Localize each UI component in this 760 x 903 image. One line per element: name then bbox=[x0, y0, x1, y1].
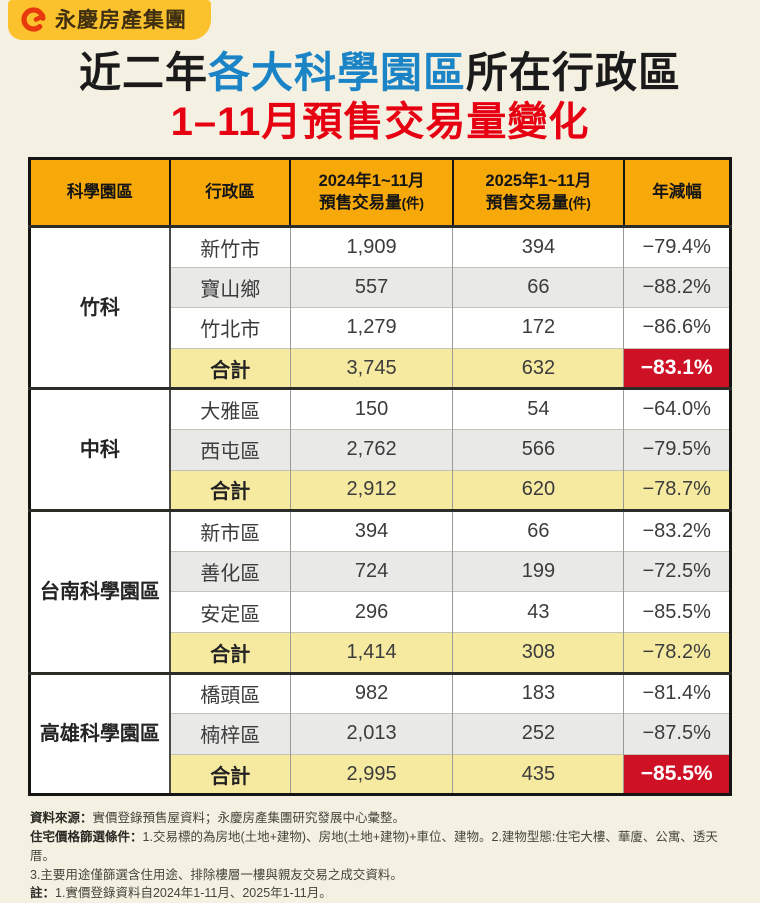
yoy-cell: −64.0% bbox=[623, 387, 731, 430]
brand-badge: 永慶房產集團 bbox=[8, 0, 211, 40]
total-label-cell: 合計 bbox=[169, 469, 291, 511]
value-2025-cell: 54 bbox=[452, 387, 624, 430]
value-2024-cell: 557 bbox=[289, 266, 453, 308]
value-2025-cell: 252 bbox=[452, 713, 624, 755]
data-row: 竹科 新竹市 1,909 394 −79.4% bbox=[28, 224, 731, 389]
total-label-cell: 合計 bbox=[169, 347, 291, 389]
district-cell: 新市區 bbox=[169, 509, 291, 552]
value-2025-cell: 172 bbox=[452, 307, 624, 349]
value-2025-cell: 183 bbox=[452, 671, 624, 714]
yoy-cell: −78.7% bbox=[623, 469, 731, 511]
header-cell: 年減幅 bbox=[622, 157, 732, 228]
header-cell: 行政區 bbox=[168, 157, 292, 228]
yoy-cell: −87.5% bbox=[623, 713, 731, 755]
total-row: 合計 2,995 435 −85.5% bbox=[30, 753, 731, 795]
data-row: 寶山鄉 557 66 −88.2% bbox=[30, 266, 731, 308]
title-block: 近二年各大科學園區所在行政區 1–11月預售交易量變化 bbox=[0, 0, 760, 144]
data-row: 高雄科學園區 橋頭區 982 183 −81.4% bbox=[28, 671, 731, 795]
yoy-cell: −79.5% bbox=[623, 428, 731, 471]
note-line: 註：1.實價登錄資料自2024年1-11月、2025年1-11月。 bbox=[30, 886, 332, 901]
park-cell: 高雄科學園區 bbox=[28, 671, 171, 795]
data-row: 竹北市 1,279 172 −86.6% bbox=[30, 307, 731, 349]
data-row: 楠梓區 2,013 252 −87.5% bbox=[30, 713, 731, 755]
page-title: 近二年各大科學園區所在行政區 bbox=[0, 52, 760, 94]
title-suffix: 所在行政區 bbox=[466, 49, 682, 96]
value-2024-cell: 3,745 bbox=[289, 347, 453, 389]
data-row: 西屯區 2,762 566 −79.5% bbox=[30, 428, 731, 471]
data-row: 安定區 296 43 −85.5% bbox=[30, 591, 731, 633]
value-2025-cell: 435 bbox=[452, 753, 624, 795]
value-2024-cell: 1,279 bbox=[289, 307, 453, 349]
park-cell: 台南科學園區 bbox=[28, 509, 171, 674]
data-row: 中科 大雅區 150 54 −64.0% bbox=[28, 387, 731, 511]
district-cell: 善化區 bbox=[169, 550, 291, 592]
table-header-row: 科學園區 行政區 2024年1~11月 預售交易量(件) 2025年1~11月 預售交易量… bbox=[28, 157, 732, 228]
value-2024-cell: 724 bbox=[289, 550, 453, 592]
value-2024-cell: 2,995 bbox=[289, 753, 453, 795]
total-label-cell: 合計 bbox=[169, 631, 291, 674]
yoy-cell: −86.6% bbox=[623, 307, 731, 349]
value-2025-cell: 43 bbox=[452, 591, 624, 633]
title-highlight: 各大科學園區 bbox=[207, 49, 466, 96]
brand-name: 永慶房產集團 bbox=[55, 9, 187, 32]
district-cell: 寶山鄉 bbox=[169, 266, 291, 308]
yoy-cell: −79.4% bbox=[623, 225, 731, 268]
table-container: 科學園區 行政區 2024年1~11月 預售交易量(件) 2025年1~11月 預售交易量… bbox=[28, 157, 732, 797]
yoy-cell: −85.5% bbox=[623, 591, 731, 633]
total-row: 合計 1,414 308 −78.2% bbox=[30, 631, 731, 674]
note-line: 住宅價格篩選條件：1.交易標的為房地(土地+建物)、房地(土地+建物)+車位、建… bbox=[30, 830, 718, 863]
value-2025-cell: 66 bbox=[452, 266, 624, 308]
value-2024-cell: 150 bbox=[289, 387, 453, 430]
district-cell: 橋頭區 bbox=[169, 671, 291, 714]
value-2024-cell: 982 bbox=[289, 671, 453, 714]
district-cell: 楠梓區 bbox=[169, 713, 291, 755]
yoy-cell: −72.5% bbox=[623, 550, 731, 592]
data-row: 台南科學園區 新市區 394 66 −83.2% bbox=[28, 509, 731, 674]
district-cell: 大雅區 bbox=[169, 387, 291, 430]
district-cell: 新竹市 bbox=[169, 225, 291, 268]
header-cell: 2024年1~11月 預售交易量(件) bbox=[289, 157, 454, 228]
data-table: 科學園區 行政區 2024年1~11月 預售交易量(件) 2025年1~11月 預售交易量… bbox=[28, 157, 732, 797]
total-row: 合計 3,745 632 −83.1% bbox=[30, 347, 731, 389]
yoy-cell: −83.2% bbox=[623, 509, 731, 552]
value-2025-cell: 199 bbox=[452, 550, 624, 592]
value-2024-cell: 1,414 bbox=[289, 631, 453, 674]
value-2025-cell: 66 bbox=[452, 509, 624, 552]
value-2024-cell: 394 bbox=[289, 509, 453, 552]
header-cell: 2025年1~11月 預售交易量(件) bbox=[451, 157, 625, 228]
value-2024-cell: 2,013 bbox=[289, 713, 453, 755]
value-2024-cell: 2,762 bbox=[289, 428, 453, 471]
yoy-cell: −88.2% bbox=[623, 266, 731, 308]
value-2025-cell: 308 bbox=[452, 631, 624, 674]
value-2025-cell: 566 bbox=[452, 428, 624, 471]
yoy-cell: −85.5% bbox=[623, 753, 731, 795]
note-line: 資料來源：實價登錄預售屋資料；永慶房產集團研究發展中心彙整。 bbox=[30, 811, 406, 826]
value-2024-cell: 296 bbox=[289, 591, 453, 633]
district-cell: 西屯區 bbox=[169, 428, 291, 471]
total-row: 合計 2,912 620 −78.7% bbox=[30, 469, 731, 511]
data-row: 善化區 724 199 −72.5% bbox=[30, 550, 731, 592]
note-line: 3.主要用途僅篩選含住用途、排除樓層一樓與親友交易之成交資料。 bbox=[30, 867, 403, 882]
park-cell: 竹科 bbox=[28, 224, 171, 389]
header-cell: 科學園區 bbox=[28, 157, 171, 228]
brand-logo-icon bbox=[21, 6, 46, 32]
district-cell: 安定區 bbox=[169, 591, 291, 633]
value-2025-cell: 394 bbox=[452, 225, 624, 268]
yoy-cell: −83.1% bbox=[623, 347, 731, 389]
park-cell: 中科 bbox=[28, 387, 171, 511]
page-subtitle: 1–11月預售交易量變化 bbox=[170, 100, 590, 144]
value-2024-cell: 1,909 bbox=[289, 225, 453, 268]
value-2024-cell: 2,912 bbox=[289, 469, 453, 511]
value-2025-cell: 632 bbox=[452, 347, 624, 389]
total-label-cell: 合計 bbox=[169, 753, 291, 795]
title-prefix: 近二年 bbox=[78, 49, 208, 96]
value-2025-cell: 620 bbox=[452, 469, 624, 511]
yoy-cell: −78.2% bbox=[623, 631, 731, 674]
yoy-cell: −81.4% bbox=[623, 671, 731, 714]
district-cell: 竹北市 bbox=[169, 307, 291, 349]
